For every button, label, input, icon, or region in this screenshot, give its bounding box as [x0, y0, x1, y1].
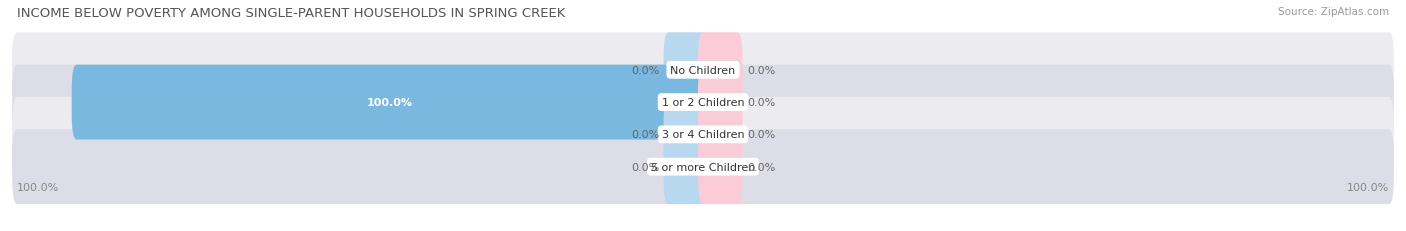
Text: No Children: No Children	[671, 66, 735, 76]
Text: 5 or more Children: 5 or more Children	[651, 162, 755, 172]
Text: 100.0%: 100.0%	[367, 98, 413, 108]
Text: 0.0%: 0.0%	[747, 162, 775, 172]
Text: 0.0%: 0.0%	[747, 130, 775, 140]
Text: 3 or 4 Children: 3 or 4 Children	[662, 130, 744, 140]
FancyBboxPatch shape	[13, 33, 1393, 108]
Text: Source: ZipAtlas.com: Source: ZipAtlas.com	[1278, 7, 1389, 17]
FancyBboxPatch shape	[664, 130, 709, 204]
Text: 0.0%: 0.0%	[631, 130, 659, 140]
FancyBboxPatch shape	[13, 65, 1393, 140]
FancyBboxPatch shape	[664, 97, 709, 172]
Text: 100.0%: 100.0%	[17, 182, 59, 192]
FancyBboxPatch shape	[697, 130, 742, 204]
Text: 100.0%: 100.0%	[1347, 182, 1389, 192]
Text: 0.0%: 0.0%	[631, 162, 659, 172]
FancyBboxPatch shape	[13, 130, 1393, 204]
FancyBboxPatch shape	[697, 97, 742, 172]
FancyBboxPatch shape	[664, 33, 709, 108]
FancyBboxPatch shape	[697, 33, 742, 108]
Text: 0.0%: 0.0%	[631, 66, 659, 76]
Text: 1 or 2 Children: 1 or 2 Children	[662, 98, 744, 108]
Text: 0.0%: 0.0%	[747, 98, 775, 108]
FancyBboxPatch shape	[13, 97, 1393, 172]
Text: 0.0%: 0.0%	[747, 66, 775, 76]
Text: INCOME BELOW POVERTY AMONG SINGLE-PARENT HOUSEHOLDS IN SPRING CREEK: INCOME BELOW POVERTY AMONG SINGLE-PARENT…	[17, 7, 565, 20]
FancyBboxPatch shape	[697, 65, 742, 140]
FancyBboxPatch shape	[72, 65, 709, 140]
